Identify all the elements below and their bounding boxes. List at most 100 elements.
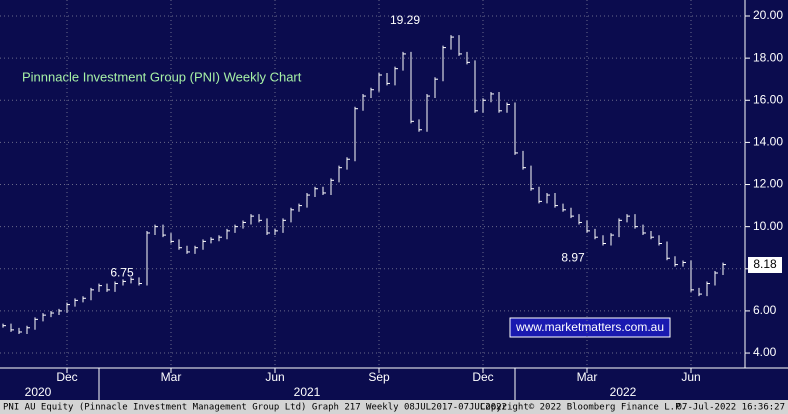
ohlc-bar (258, 214, 262, 223)
ohlc-bar (642, 224, 646, 235)
ohlc-bar (234, 224, 238, 233)
ohlc-bar (282, 218, 286, 233)
ohlc-bar (250, 214, 254, 225)
ohlc-bar (706, 281, 710, 297)
footer-left: PNI AU Equity (Pinnacle Investment Manag… (3, 403, 507, 413)
ohlc-bar (66, 302, 70, 313)
ohlc-bar (178, 239, 182, 250)
ohlc-bar (578, 214, 582, 225)
ohlc-bar (474, 60, 478, 113)
last-price-label: 8.18 (753, 257, 777, 271)
ohlc-bar (482, 98, 486, 113)
last-price-box (748, 256, 782, 273)
annotation: 8.97 (561, 251, 585, 265)
ohlc-bar (170, 233, 174, 244)
ohlc-bar (90, 287, 94, 301)
x-tick-label: Dec (472, 370, 493, 384)
watermark: www.marketmatters.com.au (515, 320, 664, 334)
ohlc-bar (18, 327, 22, 334)
ohlc-bar (682, 260, 686, 267)
x-tick-label: Dec (56, 370, 77, 384)
ohlc-bar (442, 45, 446, 82)
watermark-box (509, 317, 671, 338)
ohlc-bar (122, 279, 126, 286)
ohlc-bar (138, 277, 142, 286)
ohlc-bar (722, 262, 726, 275)
year-label: 2021 (294, 385, 321, 399)
ohlc-bar (162, 224, 166, 238)
ohlc-bar (210, 237, 214, 244)
ohlc-bar (194, 245, 198, 254)
ohlc-bar (402, 51, 406, 71)
ohlc-bar (554, 193, 558, 208)
ohlc-bar (146, 230, 150, 286)
ohlc-bar (82, 296, 86, 303)
ohlc-bar (322, 186, 326, 195)
ohlc-bar (522, 150, 526, 170)
ohlc-bar (570, 207, 574, 219)
ohlc-bar (490, 91, 494, 103)
y-tick-label: 12.00 (753, 177, 783, 191)
ohlc-bar (330, 178, 334, 195)
ohlc-bar (58, 308, 62, 316)
ohlc-bar (242, 220, 246, 229)
ohlc-bar (298, 203, 302, 212)
ohlc-bar (98, 283, 102, 292)
ohlc-bar (610, 233, 614, 246)
annotation: 19.29 (390, 13, 420, 27)
ohlc-bar (10, 323, 14, 332)
ohlc-bar (498, 91, 502, 113)
ohlc-bar (394, 66, 398, 86)
ohlc-bar (538, 186, 542, 204)
y-tick-label: 18.00 (753, 50, 783, 64)
ohlc-bar (314, 186, 318, 198)
ohlc-bar (690, 260, 694, 292)
ohlc-bar (218, 235, 222, 242)
ohlc-bar (450, 35, 454, 50)
ohlc-bar (506, 102, 510, 113)
ohlc-bar (434, 77, 438, 99)
ohlc-bar (290, 207, 294, 223)
ohlc-bar (666, 241, 670, 261)
ohlc-bar (410, 51, 414, 124)
chart-title: Pinnnacle Investment Group (PNI) Weekly … (22, 69, 302, 84)
ohlc-bar (306, 193, 310, 208)
x-tick-label: Sep (368, 370, 390, 384)
x-tick-label: Jun (265, 370, 284, 384)
ohlc-bar (714, 270, 718, 286)
annotation: 6.75 (110, 265, 134, 279)
ohlc-bar (650, 230, 654, 240)
footer-right: 07-Jul-2022 16:36:27 (677, 403, 785, 413)
ohlc-bar (2, 323, 6, 328)
ohlc-bar (34, 317, 38, 330)
ohlc-bar (458, 35, 462, 56)
ohlc-bar (546, 193, 550, 204)
ohlc-bar (362, 94, 366, 111)
ohlc-bar (626, 214, 630, 223)
ohlc-bar (562, 203, 566, 212)
ohlc-bar (602, 235, 606, 246)
ohlc-bar (466, 51, 470, 65)
ohlc-bar (594, 228, 598, 240)
ohlc-bar (154, 224, 158, 235)
x-tick-label: Jun (681, 370, 700, 384)
x-tick-label: Mar (161, 370, 182, 384)
ohlc-bar (418, 119, 422, 132)
footer-bar (0, 400, 788, 414)
year-label: 2020 (25, 385, 52, 399)
y-tick-label: 14.00 (753, 135, 783, 149)
ohlc-bar (26, 325, 30, 334)
y-tick-label: 4.00 (753, 345, 777, 359)
footer-center: Copyright© 2022 Bloomberg Finance L.P. (480, 403, 686, 413)
y-tick-label: 10.00 (753, 219, 783, 233)
ohlc-bar (226, 228, 230, 240)
ohlc-bar (266, 218, 270, 235)
ohlc-bar (274, 228, 278, 235)
ohlc-bar (114, 281, 118, 292)
ohlc-bar (354, 106, 358, 162)
ohlc-bar (42, 313, 46, 322)
ohlc-bar (74, 298, 78, 307)
year-label: 2022 (610, 385, 637, 399)
ohlc-bar (346, 157, 350, 170)
ohlc-bar (586, 220, 590, 233)
